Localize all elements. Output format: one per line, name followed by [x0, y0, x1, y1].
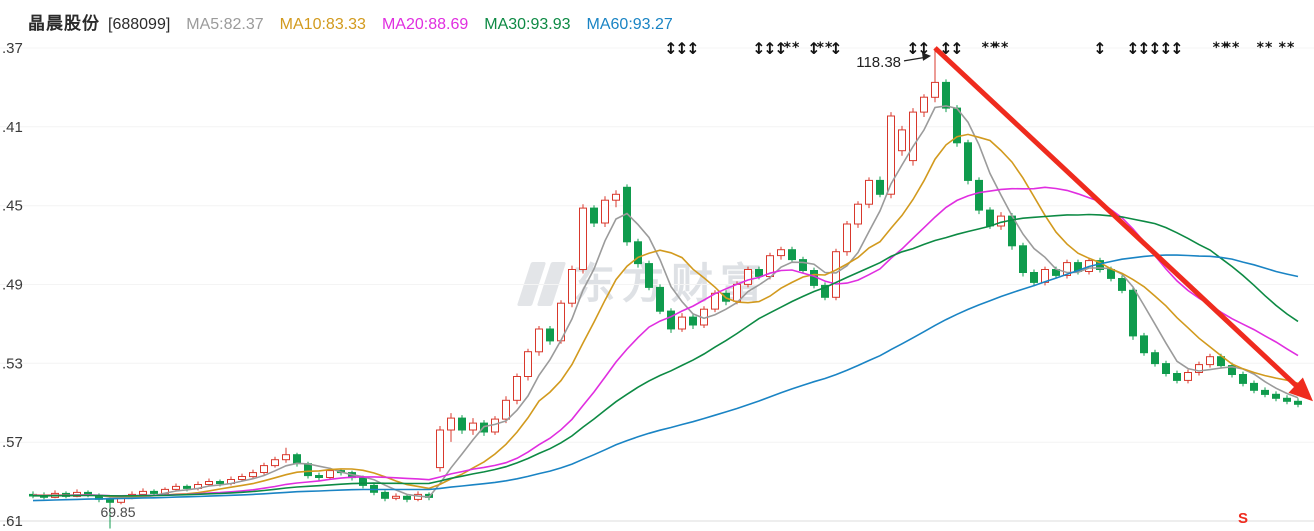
low-price-label: 69.85 — [100, 504, 135, 520]
svg-text:.57: .57 — [2, 434, 23, 451]
ma-line-MA5 — [32, 105, 1299, 499]
chart-header: 晶晨股份 [688099] MA5:82.37 MA10:83.33 MA20:… — [28, 9, 673, 34]
candles-group — [29, 47, 1302, 529]
svg-text:.37: .37 — [2, 40, 23, 57]
annotations: 118.38 69.85 S — [100, 52, 1248, 527]
event-markers-group: ↕↕↕ ↕↕↕** ↕**↕ ↕↕ ↕↕ **** ↕ ↕↕↕↕↕ **** ** ** — [664, 39, 1296, 58]
svg-text:↕: ↕ — [774, 39, 787, 58]
svg-text:.41: .41 — [2, 119, 23, 136]
svg-text:↕: ↕ — [1137, 39, 1150, 58]
gridlines — [0, 47, 1314, 522]
stock-name: 晶晨股份 — [28, 14, 100, 33]
svg-text:↕: ↕ — [1126, 39, 1139, 58]
ma-label-0: MA5:82.37 — [186, 16, 264, 33]
ma-label-3: MA30:93.93 — [484, 16, 571, 33]
y-axis-labels: .37 .41 .45 .49 .53 .57 .61 — [2, 40, 23, 530]
svg-text:↕: ↕ — [1159, 39, 1172, 58]
svg-text:**: ** — [1213, 40, 1230, 56]
svg-text:↕: ↕ — [906, 39, 919, 58]
ma-label-2: MA20:88.69 — [381, 16, 469, 33]
svg-text:.49: .49 — [2, 277, 23, 294]
svg-text:↕: ↕ — [1148, 39, 1161, 58]
ma-line-MA30 — [33, 213, 1299, 497]
ma-line-MA20 — [32, 186, 1299, 497]
svg-text:↕: ↕ — [1093, 39, 1106, 58]
svg-text:.53: .53 — [2, 355, 23, 372]
peak-price-label: 118.38 — [856, 54, 901, 71]
stock-code: [688099] — [108, 16, 171, 33]
trend-arrow — [933, 46, 1313, 402]
svg-text:↕: ↕ — [807, 39, 820, 58]
svg-text:.45: .45 — [2, 198, 23, 215]
svg-text:↕: ↕ — [664, 39, 677, 58]
svg-text:↕: ↕ — [829, 39, 842, 58]
svg-text:↕: ↕ — [752, 39, 765, 58]
ma-line-MA60 — [32, 254, 1299, 502]
svg-text:**: ** — [817, 40, 834, 56]
ma-line-MA10 — [32, 133, 1299, 498]
sell-signal: S — [1238, 510, 1248, 527]
svg-text:↕: ↕ — [950, 39, 963, 58]
ma-label-4: MA60:93.27 — [586, 16, 673, 33]
svg-text:**: ** — [1224, 40, 1241, 56]
ma-label-1: MA10:83.33 — [279, 16, 366, 33]
svg-text:**: ** — [784, 40, 801, 56]
svg-text:**: ** — [1279, 40, 1296, 56]
svg-text:**: ** — [982, 40, 999, 56]
svg-text:↕: ↕ — [917, 39, 930, 58]
svg-text:↕: ↕ — [675, 39, 688, 58]
svg-text:↕: ↕ — [686, 39, 699, 58]
ma-lines-group — [32, 105, 1299, 502]
svg-text:**: ** — [993, 40, 1010, 56]
svg-text:↕: ↕ — [1170, 39, 1183, 58]
svg-text:**: ** — [1257, 40, 1274, 56]
svg-text:↕: ↕ — [763, 39, 776, 58]
svg-text:.61: .61 — [2, 513, 23, 530]
